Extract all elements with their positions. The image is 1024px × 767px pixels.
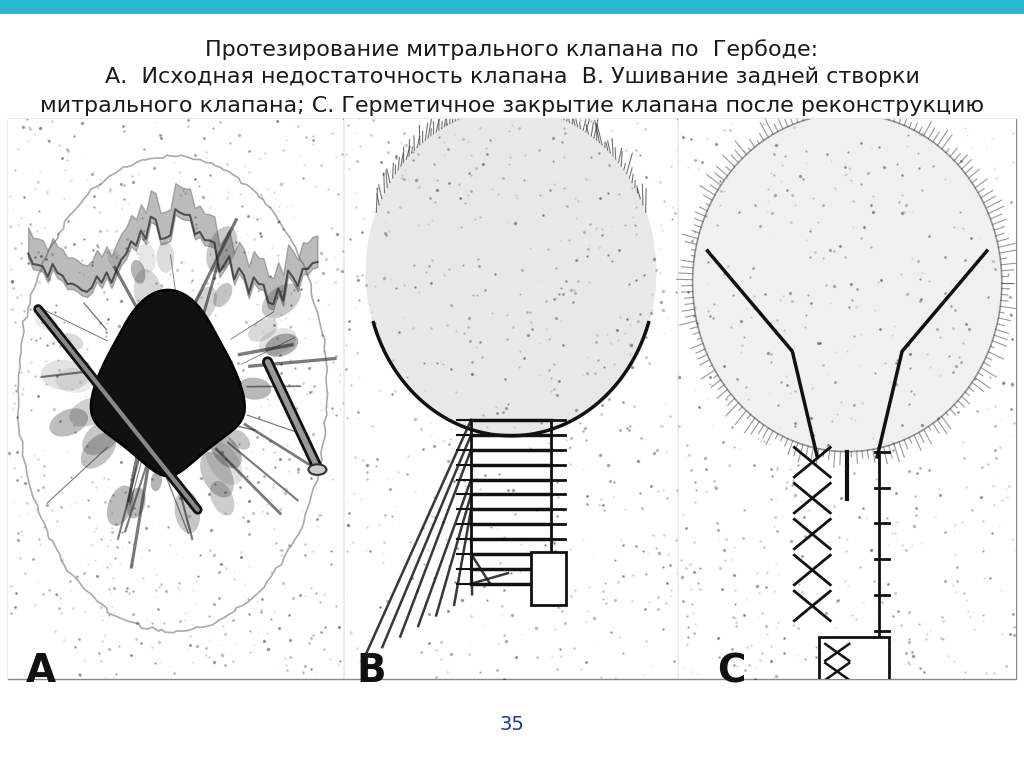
Ellipse shape xyxy=(41,360,89,390)
Text: C: C xyxy=(718,653,746,690)
Ellipse shape xyxy=(213,283,232,308)
Ellipse shape xyxy=(200,452,233,498)
Bar xyxy=(344,119,677,679)
Ellipse shape xyxy=(34,313,57,331)
Ellipse shape xyxy=(134,269,163,318)
Ellipse shape xyxy=(82,418,122,455)
Ellipse shape xyxy=(106,486,134,526)
Ellipse shape xyxy=(248,318,278,342)
Ellipse shape xyxy=(228,429,250,449)
Ellipse shape xyxy=(206,441,243,486)
Text: B: B xyxy=(356,653,386,690)
Ellipse shape xyxy=(151,472,162,491)
Ellipse shape xyxy=(157,242,174,273)
Bar xyxy=(678,119,1016,679)
Ellipse shape xyxy=(61,333,84,350)
Text: Протезирование митрального клапана по  Гербоде:: Протезирование митрального клапана по Ге… xyxy=(206,39,818,61)
Polygon shape xyxy=(91,290,245,476)
Ellipse shape xyxy=(81,433,116,469)
Ellipse shape xyxy=(131,260,145,284)
Text: A: A xyxy=(27,653,56,690)
Ellipse shape xyxy=(265,334,298,357)
Text: митрального клапана; С. Герметичное закрытие клапана после реконструкцию: митрального клапана; С. Герметичное закр… xyxy=(40,96,984,116)
Polygon shape xyxy=(367,108,655,436)
Ellipse shape xyxy=(70,397,110,426)
Ellipse shape xyxy=(49,408,88,436)
Ellipse shape xyxy=(237,377,271,400)
Bar xyxy=(0,0,1024,14)
Ellipse shape xyxy=(108,249,122,269)
Text: 35: 35 xyxy=(500,716,524,734)
Bar xyxy=(531,552,566,605)
Ellipse shape xyxy=(206,226,238,272)
Ellipse shape xyxy=(308,464,327,475)
Text: А.  Исходная недостаточность клапана  В. Ушивание задней створки: А. Исходная недостаточность клапана В. У… xyxy=(104,67,920,87)
Ellipse shape xyxy=(259,328,296,355)
Bar xyxy=(819,637,889,690)
Ellipse shape xyxy=(210,433,242,469)
Ellipse shape xyxy=(55,368,94,393)
Ellipse shape xyxy=(138,242,156,272)
Ellipse shape xyxy=(262,284,301,318)
Ellipse shape xyxy=(127,488,145,518)
Polygon shape xyxy=(692,114,1001,452)
Ellipse shape xyxy=(174,489,200,533)
Ellipse shape xyxy=(191,286,217,322)
Ellipse shape xyxy=(210,481,234,515)
Bar xyxy=(8,119,343,679)
Bar xyxy=(8,119,1016,679)
